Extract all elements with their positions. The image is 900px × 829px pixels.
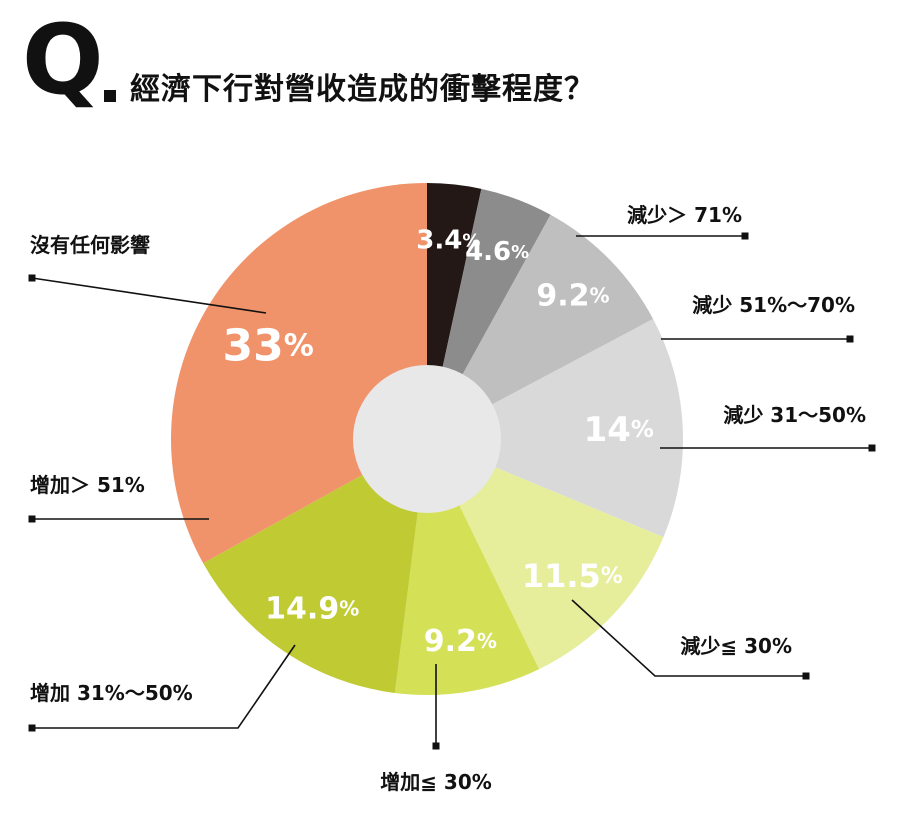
slice-value-label: 9.2% [424,624,497,659]
leader-end-marker [846,335,854,343]
leader-end-marker [28,724,36,732]
slice-value-label: 14% [584,410,654,450]
slice-value-label: 14.9% [265,591,359,626]
title-q-mark: Q [22,4,104,116]
leader-end-marker [741,232,749,240]
slice-value-label: 4.6% [465,237,529,267]
leader-line [571,599,806,677]
pie-slice-2 [427,214,654,439]
donut-hole [353,365,501,513]
leader-end-marker [802,672,810,680]
category-label: 增加＞ 51% [30,473,145,497]
slice-value-label: 11.5% [522,557,623,595]
leader-end-marker [28,515,36,523]
slice-value-label: 33% [223,320,314,371]
slice-value-label: 3.4% [416,225,480,255]
pie-slice-6 [203,439,427,693]
category-label: 增加≦ 30% [380,770,492,794]
category-label: 減少 31～50% [723,403,866,427]
category-label: 沒有任何影響 [30,233,150,257]
leader-end-marker [28,274,36,282]
leader-line [32,644,296,729]
leader-end-marker [432,742,440,750]
category-label: 減少≦ 30% [680,634,792,658]
leader-end-marker [868,444,876,452]
pie-slice-3 [427,318,684,538]
chart-title: 經濟下行對營收造成的衝擊程度？ [130,72,595,107]
slice-value-label: 9.2% [536,278,609,313]
title-dot [104,90,116,102]
category-label: 減少 51%～70% [692,293,855,317]
category-label: 增加 31%～50% [30,681,193,705]
leader-line [31,277,267,314]
pie-slice-4 [427,439,664,670]
category-label: 減少＞ 71% [627,203,742,227]
